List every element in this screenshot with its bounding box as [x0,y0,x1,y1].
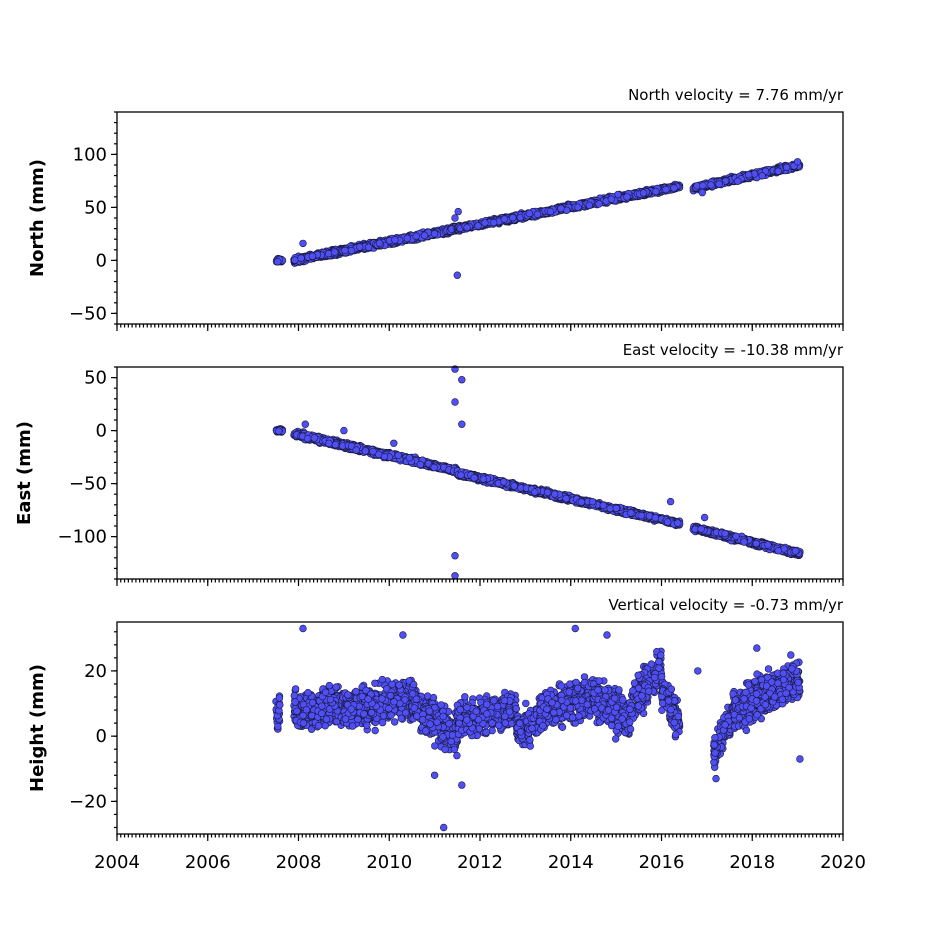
north-data-point [375,239,384,247]
north-data-point [324,250,333,258]
north-data-point [782,163,791,172]
north-panel: North velocity = 7.76 mm/yr North (mm) −… [27,86,844,331]
north-data-point [595,200,603,208]
north-data-point [274,258,282,266]
east-panel: East velocity = -10.38 mm/yr East (mm) −… [14,341,844,586]
north-data-point [364,243,373,252]
north-y-tick-label: 100 [73,144,107,165]
north-outlier-point [793,158,802,166]
north-y-tick-label: 50 [84,197,107,218]
east-data-point [416,460,425,469]
north-data-point [699,181,707,190]
north-data-point [308,252,317,260]
east-data-point [430,463,438,472]
north-outlier-point [451,214,459,222]
north-y-ticks: −50 0 50 100 [69,111,117,325]
east-y-axis-label: East (mm) [14,421,35,525]
north-data-point [744,171,753,179]
north-y-tick-label: −50 [69,303,107,324]
east-data-point [369,447,377,456]
north-data-point [733,177,742,185]
east-data-point [394,451,402,460]
east-data-point [275,427,283,435]
north-data-point [623,193,631,201]
east-data-point [352,446,360,454]
north-data-point [557,204,565,213]
east-data-point [361,447,370,455]
north-data-point [391,236,399,244]
north-data-point [481,219,489,227]
north-data-point [607,195,616,203]
north-data-point [463,223,471,232]
north-outlier-point [299,239,307,248]
east-data-point [405,454,414,462]
north-y-tick-label: 0 [96,250,107,271]
north-data-point [715,180,723,188]
north-data-point [652,187,660,196]
north-data-point [291,256,299,264]
north-data-point [525,209,534,218]
north-panel-title: North velocity = 7.76 mm/yr [628,86,844,104]
north-data-point [474,222,482,230]
north-data-point [758,172,766,180]
east-data-points [272,365,804,580]
north-data-point [331,248,339,256]
north-data-point [662,185,670,194]
north-data-point [412,232,420,240]
north-data-point [430,230,439,238]
east-panel-title: East velocity = -10.38 mm/yr [623,341,844,359]
north-outlier-point [454,207,462,216]
east-data-point [303,434,312,443]
east-data-point [310,434,318,442]
north-data-point [774,167,782,176]
north-y-axis-label: North (mm) [27,159,48,277]
north-data-point [403,234,411,243]
north-data-point [341,246,349,255]
north-data-point [297,254,305,262]
north-x-ticks [116,324,844,331]
north-data-point [639,189,648,197]
north-data-point [420,231,429,240]
north-data-point [509,214,517,222]
north-data-point [546,207,555,216]
north-outlier-point [453,271,461,279]
east-data-point [325,439,333,448]
north-data-point [670,184,678,192]
north-data-point [707,181,715,189]
north-data-point [356,243,364,251]
north-data-point [585,201,593,210]
north-data-point [500,215,509,223]
north-data-point [574,203,582,211]
north-outlier-point [698,188,706,197]
north-data-point [490,218,498,227]
north-plot-frame [116,111,844,325]
north-data-points [272,158,804,279]
north-data-point [533,210,542,219]
